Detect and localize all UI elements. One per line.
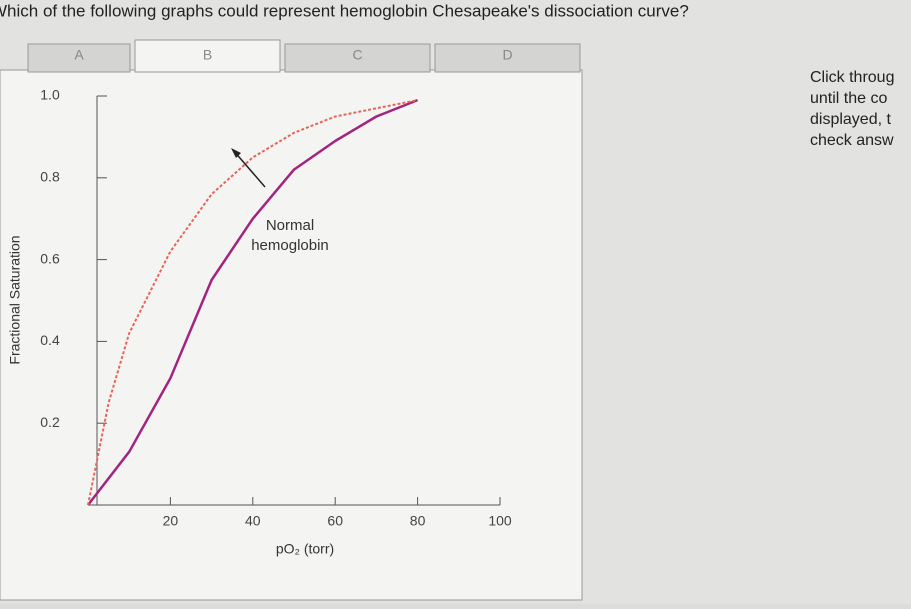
instruction-text: displayed, t xyxy=(810,111,891,128)
data-line xyxy=(87,99,418,506)
instruction-text: until the co xyxy=(810,90,887,107)
annotation: Normal xyxy=(266,217,314,234)
x-tick-label: 20 xyxy=(163,513,179,529)
y-tick-label: 0.2 xyxy=(40,414,60,430)
x-tick-label: 100 xyxy=(488,513,512,529)
tab[interactable] xyxy=(134,39,281,73)
instruction-text: Click throug xyxy=(810,69,894,86)
data-line xyxy=(87,98,419,506)
annotation-arrow xyxy=(232,149,266,188)
tab[interactable] xyxy=(284,43,431,73)
annotation: hemoglobin xyxy=(251,237,329,254)
question: Which of the following graphs could repr… xyxy=(0,1,689,20)
tab[interactable] xyxy=(434,43,581,73)
y-tick-label: 0.4 xyxy=(40,332,60,348)
x-axis-label: pO₂ (torr) xyxy=(276,541,334,557)
y-tick-label: 1.0 xyxy=(40,87,60,103)
tab-label[interactable]: A xyxy=(74,47,84,63)
y-tick-label: 0.8 xyxy=(40,169,60,185)
instruction-text: check answ xyxy=(810,132,894,149)
tab-label[interactable]: B xyxy=(203,47,212,63)
y-axis-label: Fractional Saturation xyxy=(7,235,23,364)
x-tick-label: 40 xyxy=(245,513,261,529)
tab-label[interactable]: C xyxy=(352,47,362,63)
y-tick-label: 0.6 xyxy=(40,250,60,266)
tab[interactable] xyxy=(27,43,131,73)
x-tick-label: 60 xyxy=(327,513,343,529)
tab-label[interactable]: D xyxy=(502,47,512,63)
x-tick-label: 80 xyxy=(410,513,426,529)
arrow-head xyxy=(231,148,241,158)
